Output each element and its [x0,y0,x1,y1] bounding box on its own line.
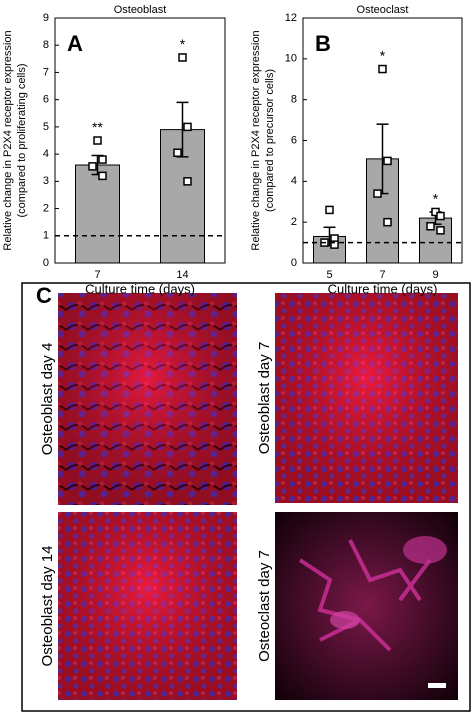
y-tick-label: 9 [43,12,49,24]
y-tick-label: 10 [285,53,297,65]
data-point [98,171,107,181]
panel-label: B [315,31,331,56]
data-point [88,162,97,171]
x-tick-label: 14 [176,269,188,281]
data-point [330,240,339,249]
data-point [426,222,435,231]
image-bottom-right [275,512,458,700]
image-label: Osteoblast day 4 [39,343,56,456]
x-tick-label: 7 [379,269,385,281]
y-axis-label: Relative change in P2X4 receptor express… [2,30,14,250]
y-tick-label: 5 [43,121,49,133]
data-point [383,156,392,166]
bar [75,164,120,264]
significance: ** [92,119,103,135]
x-axis-label: Culture time (days) [85,281,195,296]
y-tick-label: 8 [291,94,297,106]
y-tick-label: 2 [291,216,297,228]
y-tick-label: 3 [43,175,49,187]
significance: * [380,48,386,64]
chart-title: Osteoclast [357,4,409,16]
significance: * [180,36,186,52]
image-top-left [58,293,237,505]
panel-label: A [67,31,83,56]
plot-frame [302,17,463,264]
data-point [183,122,192,132]
y-tick-label: 12 [285,12,297,24]
y-tick-label: 4 [43,148,49,160]
x-tick-label: 9 [432,269,438,281]
x-tick-label: 5 [326,269,332,281]
y-tick-label: 8 [43,39,49,51]
panel-c-frame [21,282,471,712]
y-tick-label: 2 [43,202,49,214]
y-tick-label: 0 [291,257,297,269]
y-tick-label: 6 [291,134,297,146]
image-label: Osteoclast day 7 [256,550,273,662]
data-point [383,217,392,227]
plot-frame [54,17,226,264]
y-axis-label: (compared to proliferating cells) [16,63,28,217]
y-tick-label: 6 [43,94,49,106]
data-point [436,211,445,221]
data-point [178,53,187,62]
panel-label: C [36,283,52,308]
image-bottom-left [58,512,237,700]
data-point [93,136,102,145]
data-point [325,205,334,215]
chart-title: Osteoblast [114,4,167,16]
bar [419,217,452,264]
image-label: Osteoblast day 14 [39,546,56,667]
y-axis-label: Relative change in P2X4 receptor express… [250,30,262,250]
data-point [378,64,387,74]
y-tick-label: 1 [43,230,49,242]
data-point [98,155,107,164]
y-tick-label: 7 [43,66,49,78]
data-point [373,189,382,198]
y-tick-label: 0 [43,257,49,269]
y-tick-label: 4 [291,175,297,187]
y-axis-label: (compared to precursor cells) [264,69,276,212]
data-point [173,148,182,157]
x-tick-label: 7 [94,269,100,281]
x-axis-label: Culture time (days) [328,281,438,296]
image-top-right [275,293,458,503]
data-point [436,226,445,235]
data-point [183,177,192,186]
significance: * [433,191,439,207]
image-label: Osteoblast day 7 [256,342,273,455]
